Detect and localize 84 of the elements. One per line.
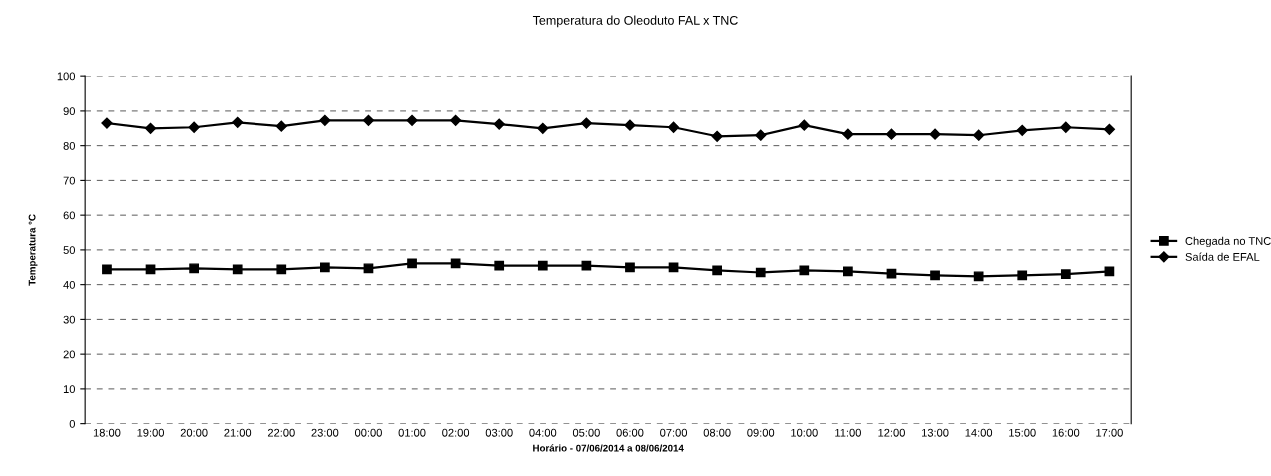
x-tick-label: 20:00 (180, 428, 208, 437)
point (885, 128, 898, 140)
x-tick-label: 18:00 (93, 428, 121, 437)
x-tick-label: 02:00 (442, 428, 470, 437)
point (101, 117, 113, 129)
x-axis-title: Horário - 07/06/2014 a 08/06/2014 (533, 444, 684, 452)
x-tick-label: 07:00 (660, 428, 688, 437)
y-tick-label: 20 (63, 350, 75, 359)
x-tick-label: 00:00 (354, 428, 382, 437)
point (667, 121, 680, 133)
point (275, 120, 287, 132)
point (842, 128, 854, 140)
x-tick-label: 21:00 (224, 428, 252, 437)
x-tick-label: 04:00 (529, 428, 557, 437)
point (1060, 269, 1071, 280)
point (1016, 124, 1028, 136)
point (494, 260, 505, 271)
chart-title: Temperatura do Oleoduto FAL x TNC (532, 15, 738, 28)
x-tick-label: 22:00 (267, 428, 295, 437)
x-tick-label: 17:00 (1096, 428, 1123, 437)
point (537, 260, 548, 271)
x-tick-label: 10:00 (791, 428, 818, 437)
point (363, 263, 374, 274)
point (973, 129, 985, 141)
x-tick-label: 14:00 (965, 428, 993, 437)
point (1103, 123, 1116, 135)
point (1060, 121, 1072, 133)
point (320, 262, 330, 273)
x-tick-label: 15:00 (1009, 428, 1036, 437)
point (276, 264, 287, 275)
point (755, 267, 766, 278)
point (929, 128, 941, 140)
point (102, 264, 112, 275)
point (493, 118, 505, 130)
legend-label: Saída de EFAL (1185, 252, 1260, 261)
point (189, 263, 199, 274)
y-tick-label: 70 (63, 176, 75, 185)
point (232, 264, 243, 275)
x-tick-label: 05:00 (572, 428, 600, 437)
y-axis-title: Temperatura °C (28, 214, 38, 286)
x-tick-label: 16:00 (1052, 428, 1080, 437)
x-tick-label: 03:00 (485, 428, 513, 437)
point (145, 264, 156, 275)
point (843, 266, 853, 277)
point (407, 258, 417, 269)
x-tick-label: 01:00 (398, 428, 426, 437)
y-tick-label: 40 (63, 280, 75, 289)
x-tick-label: 11:00 (835, 428, 861, 437)
point (668, 262, 679, 273)
point (319, 114, 331, 126)
point (712, 265, 722, 276)
point (799, 265, 810, 276)
point (624, 119, 636, 131)
y-tick-label: 50 (63, 246, 75, 255)
y-tick-label: 60 (63, 211, 75, 220)
point (232, 116, 244, 128)
x-tick-label: 23:00 (311, 428, 339, 437)
point (1017, 270, 1028, 281)
point (711, 130, 723, 142)
point (406, 114, 418, 126)
y-tick-label: 100 (57, 72, 75, 81)
point (450, 114, 462, 126)
y-tick-label: 80 (63, 141, 75, 150)
legend-label: Chegada no TNC (1185, 236, 1271, 248)
point (188, 121, 200, 133)
x-tick-label: 09:00 (747, 428, 775, 437)
point (144, 122, 157, 134)
point (362, 114, 375, 126)
point (537, 122, 549, 134)
x-tick-label: 06:00 (616, 428, 644, 437)
point (930, 270, 940, 281)
point (798, 119, 810, 131)
point (755, 129, 767, 141)
x-tick-label: 08:00 (703, 428, 731, 437)
point (973, 271, 984, 282)
x-tick-label: 19:00 (137, 428, 164, 437)
point (625, 262, 635, 273)
y-tick-label: 90 (63, 107, 75, 116)
y-tick-label: 10 (63, 385, 75, 394)
point (580, 117, 592, 129)
y-tick-label: 30 (63, 315, 75, 324)
x-tick-label: 13:00 (922, 428, 949, 437)
x-tick-label: 12:00 (878, 428, 905, 437)
y-tick-label: 0 (69, 419, 75, 428)
